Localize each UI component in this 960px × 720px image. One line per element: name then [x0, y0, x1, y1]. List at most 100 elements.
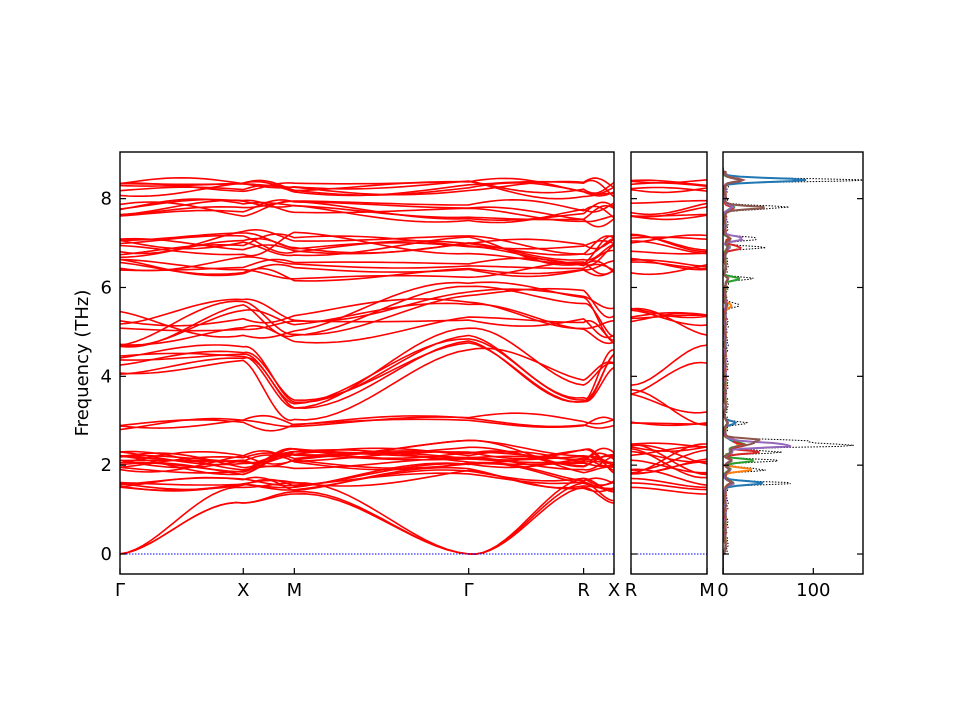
acoustic-band [120, 482, 614, 555]
band-lines-2 [631, 179, 707, 495]
optical-band [120, 198, 614, 221]
dos-xticks: 0 100 [717, 568, 831, 601]
band-path-2-line [631, 214, 707, 221]
band-path-2-line [631, 307, 707, 336]
xtick-label: M [287, 580, 303, 601]
band-path-2-line [631, 459, 707, 474]
partial-dos-curve [723, 167, 766, 574]
dos-curves [723, 167, 863, 574]
xtick-label: R [577, 580, 590, 601]
acoustic-band [120, 486, 614, 555]
optical-band [120, 255, 614, 272]
xtick-label: Γ [464, 580, 474, 601]
optical-band [120, 199, 614, 228]
optical-band [120, 287, 614, 347]
dos-panel-frame [722, 151, 864, 575]
ytick-label: 4 [101, 366, 112, 387]
optical-band [120, 257, 614, 273]
optical-band [120, 414, 614, 429]
ytick-label: 0 [101, 544, 112, 565]
band-path-2-line [631, 202, 707, 216]
band-path-2-line [631, 449, 707, 472]
optical-band [120, 450, 614, 471]
optical-band [120, 472, 614, 491]
partial-dos-curve [723, 167, 754, 574]
optical-band [120, 447, 614, 466]
band-path-2-line [631, 236, 707, 240]
optical-band [120, 450, 614, 474]
ytick-label: 6 [101, 277, 112, 298]
band-path-2-line [631, 344, 707, 386]
optical-band [120, 233, 614, 256]
xtick-label: M [699, 580, 715, 601]
xtick-label: Γ [115, 580, 125, 601]
optical-band [120, 302, 614, 347]
optical-band [120, 327, 614, 409]
band-path-2-line [631, 234, 707, 251]
partial-dos-curve [723, 167, 807, 574]
band-path-2-line [631, 213, 707, 217]
optical-band [120, 453, 614, 476]
optical-band [120, 260, 614, 282]
band-path-2-line [631, 250, 707, 255]
band-path-2-line [631, 393, 707, 414]
optical-band [120, 177, 614, 197]
optical-band [120, 338, 614, 405]
band-path-2-line [631, 261, 707, 270]
partial-dos-curve [723, 167, 753, 574]
optical-band [120, 258, 614, 278]
xtick-label: X [237, 580, 249, 601]
band-path-2-line [631, 179, 707, 184]
band-lines-1 [120, 176, 614, 555]
band-path-2-line [631, 179, 707, 187]
ytick-label: 8 [101, 189, 112, 210]
xtick-label: X [608, 580, 620, 601]
optical-band [120, 237, 614, 255]
band-path-2-line [631, 259, 707, 268]
optical-band [120, 450, 614, 471]
band-path-2-line [631, 309, 707, 327]
band-path-2-line [631, 482, 707, 491]
optical-band [120, 469, 614, 493]
optical-band [120, 334, 614, 403]
band-path-2-line [631, 361, 707, 395]
band-path-2-line [631, 199, 707, 204]
band-path-2-line [631, 477, 707, 489]
partial-dos-curve [723, 167, 792, 574]
dos-xtick-label: 0 [717, 580, 728, 601]
optical-band [120, 318, 614, 339]
y-axis-ticks: 0 2 4 6 8 [101, 189, 863, 565]
dos-xtick-label: 100 [796, 580, 830, 601]
optical-band [120, 340, 614, 410]
band-panel-2-frame [630, 151, 708, 575]
optical-band [120, 288, 614, 325]
total-dos-curve [723, 167, 863, 574]
xtick-label: R [625, 580, 638, 601]
ytick-label: 2 [101, 455, 112, 476]
band-path-2-line [631, 486, 707, 495]
band-path-2-line [631, 312, 707, 323]
dos-panel: 0 100 [717, 151, 864, 601]
optical-band [120, 234, 614, 256]
optical-band [120, 281, 614, 341]
optical-band [120, 180, 614, 200]
optical-band [120, 176, 614, 194]
optical-band [120, 469, 614, 491]
optical-band [120, 341, 614, 403]
band-path-2-line [631, 307, 707, 319]
y-axis-label: Frequency (THz) [72, 290, 93, 437]
band-path-2-line [631, 445, 707, 457]
optical-band [120, 416, 614, 432]
band-path-2-line [631, 458, 707, 474]
band-path-2-line [631, 446, 707, 453]
optical-band [120, 231, 614, 265]
band-path-2-line [631, 187, 707, 194]
optical-band [120, 347, 614, 422]
optical-band [120, 198, 614, 219]
band-panel-1-frame [119, 151, 615, 575]
band-path-2-line [631, 421, 707, 427]
